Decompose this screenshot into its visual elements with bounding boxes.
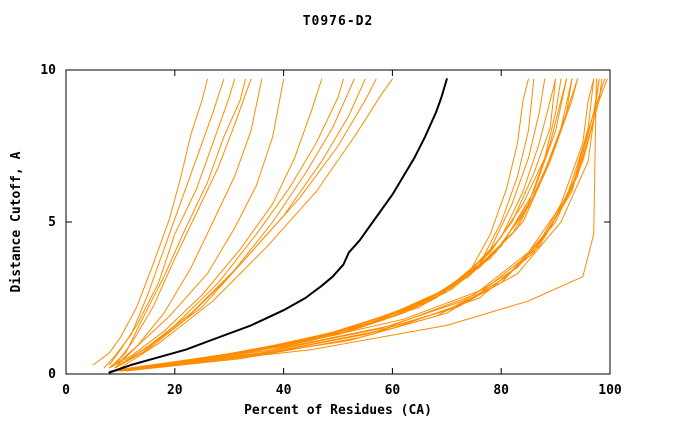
curve-model-10 xyxy=(119,78,355,366)
y-tick-label: 5 xyxy=(48,215,56,230)
curve-model-03 xyxy=(109,78,236,366)
curve-model-23 xyxy=(125,78,573,370)
curve-model-04 xyxy=(109,78,246,369)
curve-model-01 xyxy=(92,78,208,366)
curve-model-07 xyxy=(114,78,285,366)
x-tick-label: 80 xyxy=(493,383,509,398)
curve-model-25 xyxy=(136,78,578,369)
curve-model-05 xyxy=(114,78,252,366)
curve-model-06 xyxy=(114,78,263,369)
x-tick-label: 20 xyxy=(167,383,183,398)
y-tick-label: 10 xyxy=(40,63,56,78)
curve-model-11 xyxy=(114,78,366,369)
x-axis-label: Percent of Residues (CA) xyxy=(244,403,432,418)
curve-model-12 xyxy=(119,78,377,366)
curve-model-13 xyxy=(119,78,393,369)
curve-model-08 xyxy=(109,78,323,369)
curve-model-30 xyxy=(130,78,600,370)
curve-model-09 xyxy=(114,78,344,369)
curve-model-34 xyxy=(147,78,597,369)
x-tick-label: 0 xyxy=(62,383,70,398)
curve-highlighted-model xyxy=(108,78,448,374)
curve-model-15 xyxy=(114,78,535,372)
chart-title: T0976-D2 xyxy=(302,14,374,29)
x-tick-label: 40 xyxy=(276,383,292,398)
curve-model-02 xyxy=(103,78,225,369)
curve-model-32 xyxy=(136,78,606,370)
curve-model-33 xyxy=(147,78,608,367)
curve-model-31 xyxy=(141,78,606,369)
curve-model-18 xyxy=(119,78,557,370)
y-tick-label: 0 xyxy=(48,367,56,382)
x-tick-label: 100 xyxy=(598,383,622,398)
x-tick-label: 60 xyxy=(385,383,401,398)
curve-model-16 xyxy=(119,78,546,372)
